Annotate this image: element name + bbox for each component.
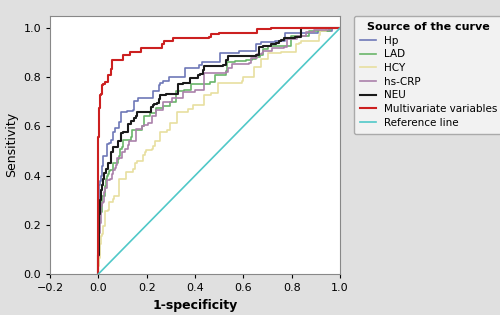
- Multivariate variables: [337, 26, 343, 30]
- HCY: [166, 128, 172, 131]
- hs-CRP: [326, 26, 332, 30]
- Hp: [282, 39, 288, 43]
- Hp: [96, 272, 102, 276]
- HCY: [100, 234, 105, 238]
- Legend: Hp, LAD, HCY, hs-CRP, NEU, Multivariate variables, Reference line: Hp, LAD, HCY, hs-CRP, NEU, Multivariate …: [354, 16, 500, 134]
- HCY: [109, 200, 115, 203]
- hs-CRP: [330, 26, 336, 30]
- HCY: [323, 26, 329, 30]
- HCY: [278, 51, 284, 55]
- LAD: [104, 175, 110, 178]
- LAD: [156, 106, 162, 110]
- hs-CRP: [159, 108, 165, 112]
- LAD: [337, 26, 343, 30]
- NEU: [326, 26, 332, 30]
- NEU: [100, 177, 106, 180]
- HCY: [96, 272, 102, 276]
- HCY: [336, 26, 342, 30]
- Hp: [104, 142, 110, 146]
- Hp: [96, 183, 102, 187]
- Line: HCY: HCY: [98, 28, 340, 274]
- Multivariate variables: [268, 26, 274, 30]
- LAD: [337, 26, 343, 30]
- Hp: [332, 26, 338, 30]
- Multivariate variables: [111, 58, 117, 62]
- Multivariate variables: [108, 72, 114, 75]
- NEU: [108, 150, 114, 154]
- LAD: [106, 169, 112, 173]
- hs-CRP: [284, 37, 290, 41]
- Line: LAD: LAD: [98, 28, 340, 274]
- Multivariate variables: [270, 26, 276, 30]
- NEU: [112, 145, 117, 149]
- Y-axis label: Sensitivity: Sensitivity: [4, 112, 18, 177]
- Multivariate variables: [98, 92, 104, 95]
- Hp: [138, 96, 143, 100]
- LAD: [276, 44, 282, 48]
- HCY: [106, 207, 112, 210]
- hs-CRP: [98, 205, 104, 209]
- NEU: [298, 26, 304, 30]
- hs-CRP: [104, 184, 110, 188]
- X-axis label: 1-specificity: 1-specificity: [152, 299, 238, 312]
- NEU: [96, 272, 102, 276]
- NEU: [268, 44, 274, 48]
- Line: Multivariate variables: Multivariate variables: [98, 28, 340, 274]
- Line: NEU: NEU: [98, 28, 340, 274]
- hs-CRP: [102, 190, 107, 194]
- Line: hs-CRP: hs-CRP: [98, 28, 340, 274]
- hs-CRP: [337, 26, 343, 30]
- Multivariate variables: [334, 26, 340, 30]
- Hp: [100, 162, 105, 165]
- LAD: [97, 210, 103, 214]
- Multivariate variables: [96, 272, 102, 276]
- NEU: [337, 26, 343, 30]
- Line: Hp: Hp: [98, 28, 340, 274]
- LAD: [327, 26, 333, 30]
- LAD: [96, 272, 102, 276]
- HCY: [337, 26, 343, 30]
- hs-CRP: [96, 272, 102, 276]
- Hp: [337, 26, 343, 30]
- Multivariate variables: [160, 43, 166, 46]
- Hp: [328, 26, 334, 30]
- NEU: [156, 97, 162, 101]
